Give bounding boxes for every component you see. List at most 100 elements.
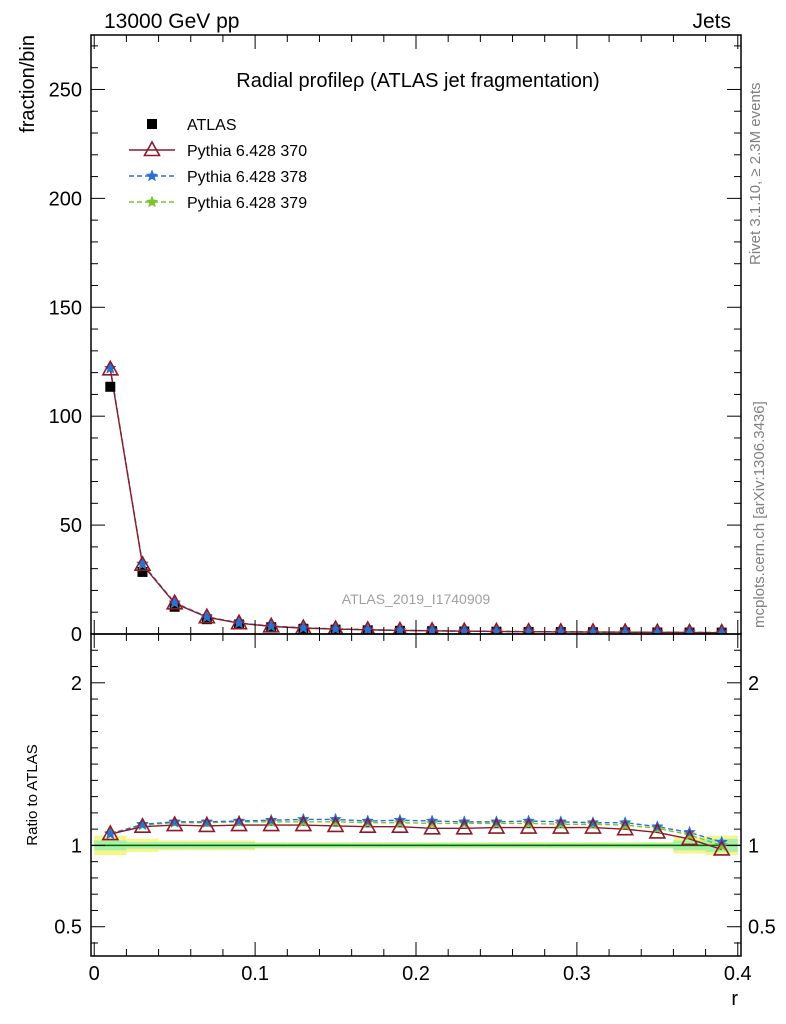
series-point-0 <box>683 622 696 634</box>
main-panel: 0 50 100 150 200 250 Radial profileρ (ATLAS j… <box>17 34 742 646</box>
x-tick-label: 0.2 <box>402 963 430 985</box>
series-point-0 <box>360 620 376 634</box>
legend-label-0: Pythia 6.428 370 <box>187 143 307 160</box>
series-point-1 <box>232 616 246 629</box>
series-point-0 <box>457 621 472 634</box>
series-point-1 <box>264 619 278 632</box>
ratio-frame <box>90 633 742 957</box>
legend-marker-data <box>147 119 157 129</box>
ratio-line-1 <box>110 818 722 843</box>
ratio-plot-area <box>101 812 731 856</box>
x-tick-label: 0.3 <box>563 963 591 985</box>
series-point-0 <box>392 620 408 634</box>
y-tick-label: 100 <box>49 406 82 428</box>
ratio-point-1 <box>136 817 149 830</box>
series-point-0 <box>327 619 344 634</box>
ratio-point-0 <box>423 818 441 835</box>
data-point <box>105 381 116 392</box>
legend-label-2: Pythia 6.428 379 <box>187 195 307 212</box>
ratio-point-0 <box>101 824 120 841</box>
ratio-tick-label: 1 <box>71 835 82 857</box>
legend-label-1: Pythia 6.428 378 <box>187 169 307 186</box>
series-point-1 <box>715 625 729 634</box>
series-point-1 <box>683 625 696 634</box>
series-point-1 <box>522 624 535 634</box>
series-point-1 <box>297 621 310 634</box>
series-point-1 <box>200 610 214 623</box>
ratio-y-axis-label: Ratio to ATLAS <box>24 744 41 845</box>
ratio-point-0 <box>712 839 731 856</box>
ratio-point-1 <box>490 815 503 828</box>
ratio-point-0 <box>197 816 216 833</box>
ratio-point-1 <box>297 812 310 825</box>
ratio-point-1 <box>200 815 214 828</box>
legend-marker-0 <box>143 140 161 157</box>
main-y-axis: 0 50 100 150 200 250 <box>49 45 741 646</box>
series-point-0 <box>618 622 632 634</box>
ratio-point-0 <box>680 829 699 846</box>
x-tick-label: 0.4 <box>724 963 752 985</box>
ratio-point-0 <box>165 815 184 832</box>
ratio-point-0 <box>326 816 345 833</box>
legend-marker-2 <box>145 195 159 208</box>
ratio-line-0 <box>110 824 722 851</box>
series-point-0 <box>489 621 504 634</box>
ratio-tick-label: 2 <box>748 673 759 695</box>
ratio-point-1 <box>232 814 246 827</box>
series-point-0 <box>715 623 728 634</box>
y-tick-label: 0 <box>71 624 82 646</box>
ratio-tick-label: 0.5 <box>748 917 776 939</box>
data-uncertainty-band <box>91 835 741 856</box>
y-tick-label: 50 <box>60 515 82 537</box>
ratio-point-0 <box>616 819 635 836</box>
ratio-point-1 <box>361 814 375 827</box>
ratio-line-2 <box>110 821 722 847</box>
series-point-1 <box>168 595 182 609</box>
source-label: mcplots.cern.ch [arXiv:1306.3436] <box>751 401 768 628</box>
series-point-0 <box>586 622 600 634</box>
ratio-point-0 <box>487 817 506 834</box>
main-plot-area <box>101 359 729 634</box>
series-point-1 <box>554 625 568 634</box>
y-tick-label: 250 <box>49 79 82 101</box>
series-point-0 <box>133 555 152 572</box>
legend-label-data: ATLAS <box>187 117 237 134</box>
chart-title: Radial profileρ (ATLAS jet fragmentation… <box>236 70 599 92</box>
series-point-0 <box>424 621 440 634</box>
ratio-point-0 <box>455 818 474 835</box>
ratio-point-0 <box>584 817 602 834</box>
y-axis-label: fraction/bin <box>17 35 39 133</box>
x-tick-label: 0 <box>89 963 100 985</box>
series-point-1 <box>393 623 407 634</box>
series-point-0 <box>230 613 248 630</box>
series-point-0 <box>521 622 536 634</box>
ratio-tick-label: 1 <box>748 835 759 857</box>
series-point-0 <box>165 593 184 610</box>
series-point-1 <box>650 625 664 634</box>
data-point <box>169 601 180 612</box>
ratio-tick-label: 2 <box>71 673 82 695</box>
series-point-1 <box>329 622 342 634</box>
legend: ATLAS Pythia 6.428 370 Pythia 6.428 378 Pyt… <box>129 117 307 212</box>
ratio-point-1 <box>650 820 664 833</box>
series-point-1 <box>103 361 117 374</box>
series-point-0 <box>262 616 281 633</box>
ratio-point-0 <box>551 817 570 834</box>
ratio-point-1 <box>264 813 278 826</box>
ratio-point-0 <box>648 822 667 839</box>
series-point-0 <box>554 622 568 634</box>
x-axis: 0 0.1 0.2 0.3 0.4 <box>89 35 752 985</box>
ratio-point-1 <box>168 815 182 828</box>
x-axis-label: r <box>731 988 738 1010</box>
y-tick-label: 150 <box>49 297 82 319</box>
ratio-point-0 <box>262 815 281 832</box>
watermark-label: ATLAS_2019_I1740909 <box>342 591 491 607</box>
ratio-point-0 <box>230 815 248 832</box>
ratio-point-0 <box>358 817 377 834</box>
ratio-point-0 <box>519 817 538 834</box>
series-point-1 <box>136 557 149 570</box>
ratio-point-1 <box>586 815 600 829</box>
ratio-panel: 0.5 0.51 12 2 Ratio to ATLAS 0 0.1 0.2 0.3 0.4 … <box>24 35 776 1010</box>
category-label: Jets <box>692 10 731 33</box>
energy-label: 13000 GeV pp <box>104 10 239 33</box>
